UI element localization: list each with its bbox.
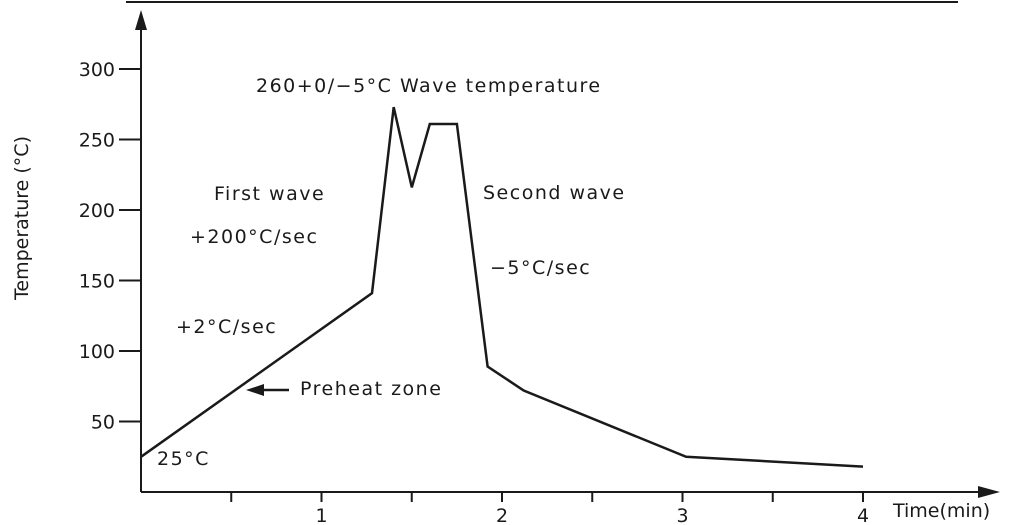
y-axis-label: Temperature (°C) <box>11 136 33 301</box>
y-tick-label: 200 <box>79 200 115 222</box>
preheat-arrow-icon <box>246 384 264 396</box>
x-axis-arrow-icon <box>978 486 1000 498</box>
x-axis-label: Time(min) <box>892 500 990 522</box>
x-tick-label: 2 <box>496 505 508 525</box>
first-wave-rate-annotation: +200°C/sec <box>190 226 318 248</box>
second-wave-rate-annotation: −5°C/sec <box>490 257 591 279</box>
preheat-zone-annotation: Preheat zone <box>300 378 442 400</box>
y-tick-label: 50 <box>91 412 115 434</box>
x-tick-label: 1 <box>315 505 327 525</box>
y-ticks: 50 100 150 200 250 300 <box>79 59 141 434</box>
first-wave-annotation: First wave <box>214 183 325 205</box>
y-tick-label: 100 <box>79 341 115 363</box>
x-tick-label: 4 <box>857 505 869 525</box>
start-temperature-annotation: 25°C <box>157 448 210 470</box>
temperature-profile-line <box>140 106 864 468</box>
y-tick-label: 150 <box>79 271 115 293</box>
x-ticks: 1 2 3 4 <box>230 492 869 525</box>
wave-temperature-annotation: 260+0/−5°C Wave temperature <box>256 75 602 97</box>
x-tick-label: 3 <box>676 505 688 525</box>
second-wave-annotation: Second wave <box>483 182 626 204</box>
y-axis-arrow-icon <box>135 10 147 30</box>
preheat-rate-annotation: +2°C/sec <box>176 316 277 338</box>
y-tick-label: 300 <box>79 59 115 81</box>
y-tick-label: 250 <box>79 130 115 152</box>
